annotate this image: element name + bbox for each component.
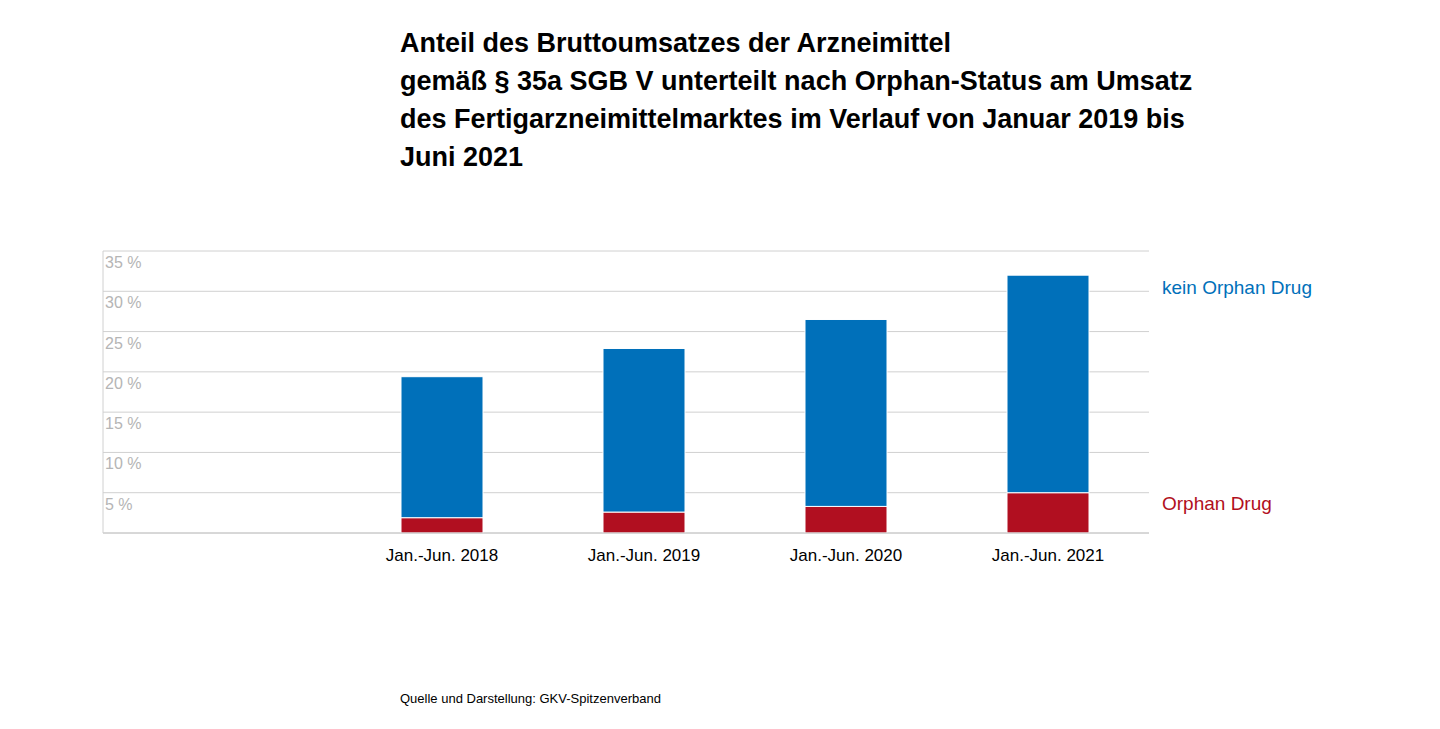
- svg-text:25 %: 25 %: [105, 335, 141, 352]
- svg-text:10 %: 10 %: [105, 455, 141, 472]
- svg-text:Jan.-Jun. 2019: Jan.-Jun. 2019: [588, 546, 700, 565]
- svg-text:Jan.-Jun. 2020: Jan.-Jun. 2020: [790, 546, 902, 565]
- svg-text:30 %: 30 %: [105, 294, 141, 311]
- svg-text:Jan.-Jun. 2018: Jan.-Jun. 2018: [386, 546, 498, 565]
- svg-text:Orphan Drug: Orphan Drug: [1162, 493, 1272, 514]
- svg-text:35 %: 35 %: [105, 254, 141, 271]
- svg-text:kein Orphan Drug: kein Orphan Drug: [1162, 277, 1312, 298]
- html-text:Anteil des Bruttoumsatzes der: Anteil des Bruttoumsatzes der Arzneimitt…: [400, 28, 1193, 172]
- svg-text:15 %: 15 %: [105, 415, 141, 432]
- html-text:Quelle und Darstellung: GKV-Sp: Quelle und Darstellung: GKV-Spitzenverba…: [400, 691, 661, 706]
- svg-text:5 %: 5 %: [105, 496, 133, 513]
- svg-text:Jan.-Jun. 2021: Jan.-Jun. 2021: [992, 546, 1104, 565]
- svg-text:20 %: 20 %: [105, 375, 141, 392]
